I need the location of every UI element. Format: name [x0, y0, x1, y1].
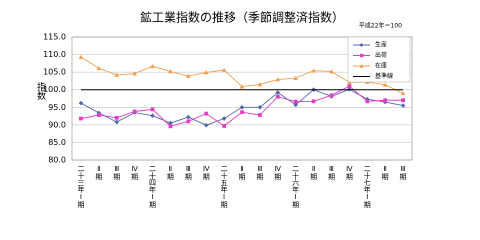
x-tick-label: Ⅱ期: [166, 165, 174, 181]
y-tick-label: 100.0: [43, 85, 66, 94]
point: [203, 70, 209, 75]
point: [400, 103, 406, 108]
x-tick-label: 二十六年Ⅰ期: [292, 165, 300, 209]
point: [222, 124, 227, 128]
point: [401, 98, 405, 103]
point: [168, 120, 173, 126]
y-tick-label: 90.0: [48, 120, 66, 129]
point: [78, 100, 84, 106]
point: [382, 82, 388, 87]
point: [96, 113, 101, 117]
point: [365, 99, 370, 104]
point: [400, 90, 406, 96]
point: [114, 72, 120, 77]
point: [114, 115, 119, 120]
point: [150, 113, 155, 119]
point: [132, 71, 137, 76]
point: [132, 109, 137, 114]
x-tick-label: Ⅳ期: [131, 165, 139, 181]
point: [257, 104, 263, 110]
y-tick-label: 80.0: [48, 156, 66, 165]
point: [240, 110, 244, 115]
point: [293, 102, 298, 108]
point: [221, 116, 227, 121]
point: [168, 124, 173, 129]
x-tick-label: Ⅲ期: [113, 165, 121, 181]
point: [203, 122, 209, 128]
point: [275, 77, 281, 82]
chart-title: 鉱工業指数の推移（季節調整済指数）: [140, 10, 344, 25]
legend-marker: [359, 64, 364, 68]
y-tick-label: 85.0: [48, 138, 66, 147]
y-axis-label: 指数: [35, 81, 46, 101]
x-tick-label: Ⅱ期: [238, 165, 246, 181]
y-tick-label: 115.0: [43, 33, 66, 42]
point: [275, 90, 281, 95]
legend-label: 出荷: [375, 51, 387, 59]
point: [329, 93, 334, 98]
x-tick-label: Ⅱ期: [310, 165, 318, 181]
point: [239, 104, 245, 110]
point: [204, 111, 209, 116]
x-tick-label: Ⅱ期: [95, 165, 103, 181]
legend-marker: [360, 53, 364, 58]
point: [150, 63, 155, 69]
plot-frame: [71, 36, 413, 161]
legend-label: 生産: [375, 41, 387, 49]
point: [275, 94, 280, 99]
x-tick-label: Ⅲ期: [184, 165, 192, 181]
x-tick-label: Ⅳ期: [274, 165, 282, 181]
point: [257, 113, 262, 117]
y-tick-label: 95.0: [48, 103, 66, 112]
point: [347, 84, 352, 89]
x-tick-label: Ⅳ期: [345, 165, 353, 181]
x-tick-label: 二十七年Ⅰ期: [363, 165, 371, 209]
point: [186, 119, 191, 124]
point: [311, 68, 316, 73]
point: [186, 73, 191, 78]
point: [257, 82, 263, 87]
x-tick-label: Ⅲ期: [399, 165, 407, 181]
legend-label: 在庫: [375, 62, 387, 70]
x-tick-label: Ⅲ期: [327, 165, 335, 181]
legend-marker: [359, 43, 364, 47]
x-tick-label: 二十三年Ⅰ期: [77, 165, 85, 209]
chart-subtitle: 平成22年＝100: [359, 22, 402, 30]
point: [96, 65, 102, 71]
point: [239, 84, 245, 89]
x-tick-label: 二十五年Ⅰ期: [220, 165, 228, 209]
point: [79, 116, 83, 121]
y-tick-label: 105.0: [43, 68, 66, 77]
x-tick-label: 二十四年Ⅰ期: [149, 165, 157, 209]
point: [78, 54, 84, 59]
x-tick-label: Ⅱ期: [381, 165, 389, 181]
point: [293, 75, 298, 81]
legend-label: 基準線: [375, 72, 393, 80]
point: [383, 98, 388, 103]
x-tick-label: Ⅲ期: [256, 165, 264, 181]
point: [114, 119, 120, 125]
point: [186, 114, 191, 120]
x-tick-label: Ⅳ期: [202, 165, 210, 181]
point: [221, 67, 227, 72]
point: [168, 69, 173, 74]
point: [311, 99, 316, 104]
point: [293, 99, 298, 104]
point: [329, 69, 334, 74]
y-tick-label: 110.0: [43, 50, 66, 59]
point: [150, 107, 155, 112]
